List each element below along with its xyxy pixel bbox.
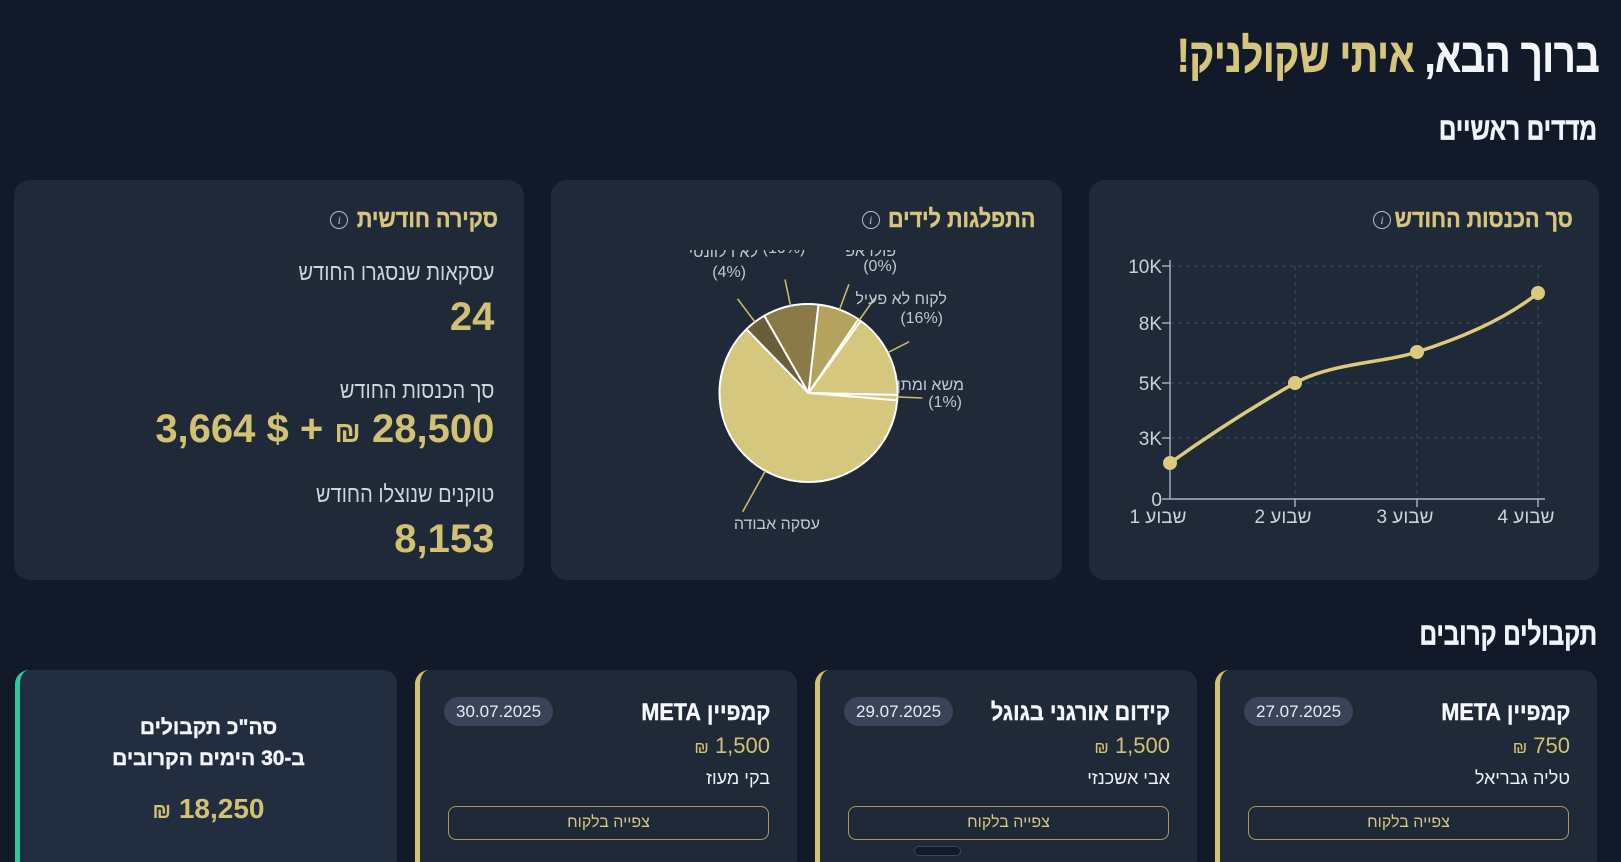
svg-text:(10%): (10%) xyxy=(762,250,805,257)
svg-text:משא ומתן: משא ומתן xyxy=(896,377,963,394)
svg-text:(1%): (1%) xyxy=(928,394,962,411)
svg-text:0: 0 xyxy=(1151,490,1162,511)
svg-text:8K: 8K xyxy=(1139,314,1163,335)
svg-text:עסקה אבודה: עסקה אבודה xyxy=(734,516,820,533)
svg-text:3K: 3K xyxy=(1139,429,1163,450)
svg-text:5K: 5K xyxy=(1139,374,1163,395)
svg-text:שבוע 3: שבוע 3 xyxy=(1376,507,1433,528)
svg-text:(16%): (16%) xyxy=(900,310,943,327)
svg-text:פולו אפ: פולו אפ xyxy=(845,250,896,260)
svg-text:10K: 10K xyxy=(1128,257,1162,278)
svg-text:שבוע 1: שבוע 1 xyxy=(1129,507,1186,528)
svg-text:שבוע 4: שבוע 4 xyxy=(1497,507,1554,528)
svg-text:לקוח לא פעיל: לקוח לא פעיל xyxy=(855,290,947,308)
svg-text:שבוע 2: שבוע 2 xyxy=(1254,507,1311,528)
svg-text:לא רלוונטי: לא רלוונטי xyxy=(689,250,758,261)
svg-text:(4%): (4%) xyxy=(712,264,746,281)
svg-text:(0%): (0%) xyxy=(863,258,897,275)
